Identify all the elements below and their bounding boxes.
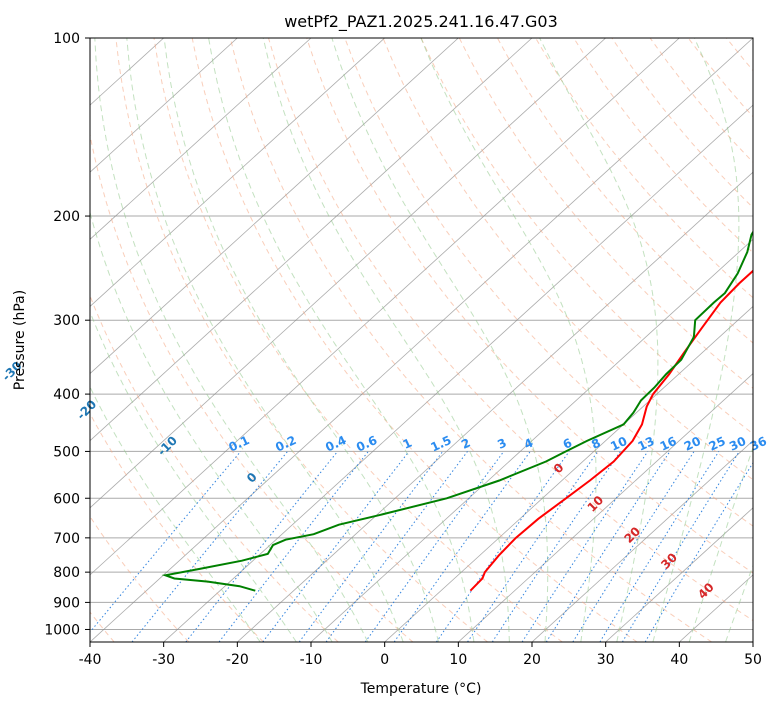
x-axis-label: Temperature (°C) [360, 681, 482, 697]
dry-adiabat-line [153, 38, 563, 642]
x-tick-label: -20 [226, 652, 249, 668]
moist-adiabat-line [725, 564, 753, 642]
x-tick-label: 30 [597, 652, 615, 668]
profile-line [469, 269, 753, 592]
x-axis: -40 -30 -20 -10 0 10 20 30 40 50 [79, 642, 762, 668]
dry-adiabat-line [191, 38, 638, 642]
mixing-ratio-line [325, 451, 468, 642]
x-tick-label: -40 [79, 652, 102, 668]
mixing-ratio-line [572, 451, 695, 642]
y-tick-label: 400 [53, 387, 80, 403]
dry-adiabat-line [458, 38, 753, 389]
y-tick-label: 200 [53, 209, 80, 225]
isotherm-line [237, 171, 753, 642]
y-axis: 100 200 300 400 500 600 700 800 900 1000 [44, 31, 90, 638]
mixing-ratio-label: 10 [608, 434, 629, 454]
y-tick-label: 300 [53, 313, 80, 329]
dry-adiabat-line [90, 294, 339, 642]
sounding-profiles [161, 230, 753, 592]
profile-line [161, 230, 753, 592]
dry-adiabat-line [496, 38, 753, 344]
moist-adiabat-line [90, 210, 333, 642]
mixing-ratio-label: 16 [658, 434, 679, 454]
moist-adiabat-line [262, 38, 510, 642]
isotherm-line [384, 305, 753, 642]
mixing-ratio-label: 20 [682, 434, 703, 454]
moist-adiabat-line [90, 385, 261, 642]
y-tick-label: 600 [53, 491, 80, 507]
moist-adiabat-line [331, 38, 549, 642]
mixing-ratio-line [467, 451, 599, 642]
isotherm-line [605, 507, 753, 642]
chart-title: wetPf2_PAZ1.2025.241.16.47.G03 [284, 12, 558, 32]
mixing-ratio-line [298, 451, 444, 642]
dry-adiabat-line [115, 38, 488, 642]
plot-frame [89, 37, 754, 643]
y-axis-label: Pressure (hPa) [12, 290, 28, 390]
dry-adiabat-line [306, 38, 753, 574]
moist-adiabat-line [652, 38, 740, 642]
isotherm-line [531, 440, 753, 642]
mixing-ratio-line [435, 451, 570, 642]
mixing-ratio-line [90, 451, 242, 633]
isotherm-line [90, 38, 753, 642]
x-tick-label: -10 [300, 652, 323, 668]
mixing-ratio-line [621, 451, 740, 642]
moist-adiabat-line [688, 445, 753, 642]
isotherm-line [90, 38, 680, 576]
dry-adiabat-line [765, 38, 775, 642]
y-tick-label: 500 [53, 444, 80, 460]
y-tick-label: 700 [53, 531, 80, 547]
y-tick-label: 900 [53, 595, 80, 611]
moist-adiabat-line [126, 38, 404, 642]
x-tick-label: -30 [152, 652, 175, 668]
mixing-ratio-line [491, 451, 621, 642]
isotherm-line [752, 641, 753, 642]
moist-adiabat-line [208, 38, 475, 642]
mixing-ratio-line [393, 451, 531, 642]
dry-adiabat-line [90, 515, 190, 642]
dry-adiabat-line [268, 38, 753, 622]
moist-adiabat-line [94, 38, 369, 642]
x-tick-label: 50 [744, 652, 762, 668]
mixing-ratio-line [599, 451, 720, 642]
mixing-ratio-label: 30 [727, 434, 748, 454]
isotherm-line [90, 38, 312, 240]
mixing-ratio-line [185, 451, 338, 642]
x-tick-label: 0 [380, 652, 389, 668]
mixing-ratio-line [262, 451, 410, 642]
x-tick-label: 10 [449, 652, 467, 668]
x-tick-label: 20 [523, 652, 541, 668]
mixing-ratio-line [364, 451, 505, 642]
isotherm-line [90, 38, 459, 375]
isotherm-line [310, 238, 753, 642]
y-tick-label: 100 [53, 31, 80, 47]
isotherm-line [90, 38, 238, 173]
moist-adiabat-line [163, 38, 440, 642]
mixing-ratio-line [521, 451, 649, 642]
y-tick-label: 1000 [44, 622, 80, 638]
dry-adiabat-line [229, 38, 712, 642]
mixing-ratio-line [545, 451, 671, 642]
x-tick-label: 40 [670, 652, 688, 668]
isotherm-line [90, 38, 533, 442]
dry-adiabat-line [90, 412, 264, 642]
moist-adiabat-line [420, 38, 597, 642]
mixing-ratio-line [131, 451, 288, 642]
mixing-ratio-label: 25 [707, 434, 728, 454]
isotherm-line [90, 38, 606, 509]
isotherm-line [90, 38, 385, 307]
background-lines [90, 38, 775, 642]
dry-adiabat-line [344, 38, 753, 527]
isotherm-line [458, 373, 753, 642]
y-tick-label: 800 [53, 565, 80, 581]
isotherm-line [163, 104, 753, 642]
moist-adiabat-line [90, 310, 297, 642]
mixing-ratio-label: 13 [636, 434, 657, 454]
dry-adiabat-line [90, 132, 414, 642]
